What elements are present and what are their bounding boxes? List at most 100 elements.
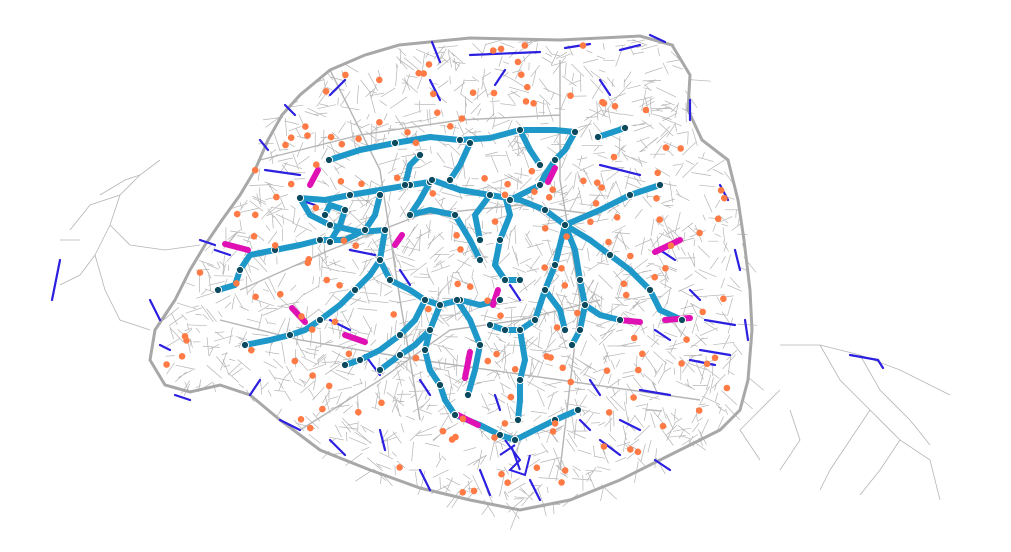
poi-dot (659, 422, 667, 430)
poi-dot (327, 133, 335, 141)
network-node (405, 210, 415, 220)
network-node (452, 295, 462, 305)
network-node (285, 330, 295, 340)
network-segment (454, 297, 483, 398)
network-node (645, 285, 655, 295)
poi-dot (703, 360, 711, 368)
poi-dot (489, 47, 497, 54)
network-gap-segment (662, 315, 693, 323)
poi-dot (533, 464, 541, 472)
poi-dot (430, 90, 437, 98)
poi-dot (454, 280, 462, 288)
network-segment (595, 125, 628, 140)
network-node (515, 275, 525, 285)
poi-dot (420, 70, 428, 77)
network-segment (515, 327, 528, 423)
poi-dot (610, 153, 618, 161)
poi-dot (635, 366, 642, 374)
network-node (513, 415, 523, 425)
poi-dot (457, 246, 464, 253)
network-node (345, 190, 355, 200)
poi-dot (338, 140, 346, 148)
network-node (575, 275, 585, 285)
network-node (324, 155, 334, 165)
poi-dot (497, 45, 505, 53)
network-segment (562, 182, 663, 228)
poi-dot (178, 353, 186, 360)
poi-dot (287, 180, 295, 188)
network-node (535, 180, 545, 190)
poi-dot (304, 132, 311, 139)
poi-dot (587, 218, 594, 226)
network-gap-segment (545, 165, 558, 185)
poi-dot (378, 399, 385, 407)
poi-dot (282, 141, 289, 149)
poi-dot (501, 420, 509, 427)
network-segment (562, 222, 685, 323)
network-node (340, 205, 350, 215)
network-node (550, 260, 560, 270)
network-node (450, 210, 460, 220)
network-node (580, 300, 590, 310)
poi-dot (498, 470, 505, 478)
poi-dot (308, 326, 316, 333)
poi-dot (699, 308, 706, 316)
poi-dot (599, 98, 606, 106)
poi-dot (524, 83, 531, 91)
poi-dot (507, 393, 515, 401)
poi-dot (605, 238, 612, 246)
poi-dot (574, 309, 581, 317)
poi-dot (504, 479, 511, 487)
poi-dot (603, 367, 611, 375)
network-node (500, 275, 510, 285)
poi-dot (396, 464, 403, 471)
poi-dot (404, 129, 411, 136)
network-node (355, 355, 365, 365)
poi-dot (639, 350, 646, 358)
network-node (515, 125, 525, 135)
poi-dot (322, 88, 330, 95)
poi-dot (425, 61, 433, 68)
poi-dot (622, 291, 630, 299)
poi-dot (336, 282, 343, 289)
poi-dot (298, 313, 305, 320)
poi-dot (470, 487, 478, 495)
poi-dot (277, 290, 284, 298)
poi-dot (545, 194, 553, 201)
poi-dot (630, 334, 638, 342)
network-node (495, 235, 505, 245)
poi-dot (611, 102, 619, 110)
network-segment (447, 140, 473, 183)
network-node (320, 210, 330, 220)
poi-dot (490, 89, 498, 97)
poi-dot (453, 232, 460, 239)
network-node (625, 190, 635, 200)
poi-dot (163, 361, 170, 368)
network-segment (512, 407, 581, 443)
network-node (390, 138, 400, 148)
network-node (325, 237, 335, 247)
poi-dot (376, 119, 383, 126)
network-node (500, 325, 510, 335)
network-node (450, 410, 460, 420)
poi-dot (305, 255, 313, 263)
poi-dot (563, 233, 570, 240)
poi-dot (312, 204, 320, 212)
network-node (385, 275, 395, 285)
poi-dot (434, 109, 441, 116)
poi-dot (181, 333, 189, 340)
poi-dot (358, 180, 365, 188)
poi-dot (642, 106, 650, 114)
poi-dot (521, 42, 529, 49)
poi-dot (325, 382, 333, 390)
poi-dot (415, 69, 423, 77)
poi-dot (331, 318, 339, 326)
poi-dot (233, 210, 241, 218)
network-segment (215, 192, 383, 293)
poi-dot (491, 434, 498, 441)
poi-dot (313, 161, 320, 168)
network-node (620, 123, 630, 133)
poi-dot (559, 364, 566, 372)
